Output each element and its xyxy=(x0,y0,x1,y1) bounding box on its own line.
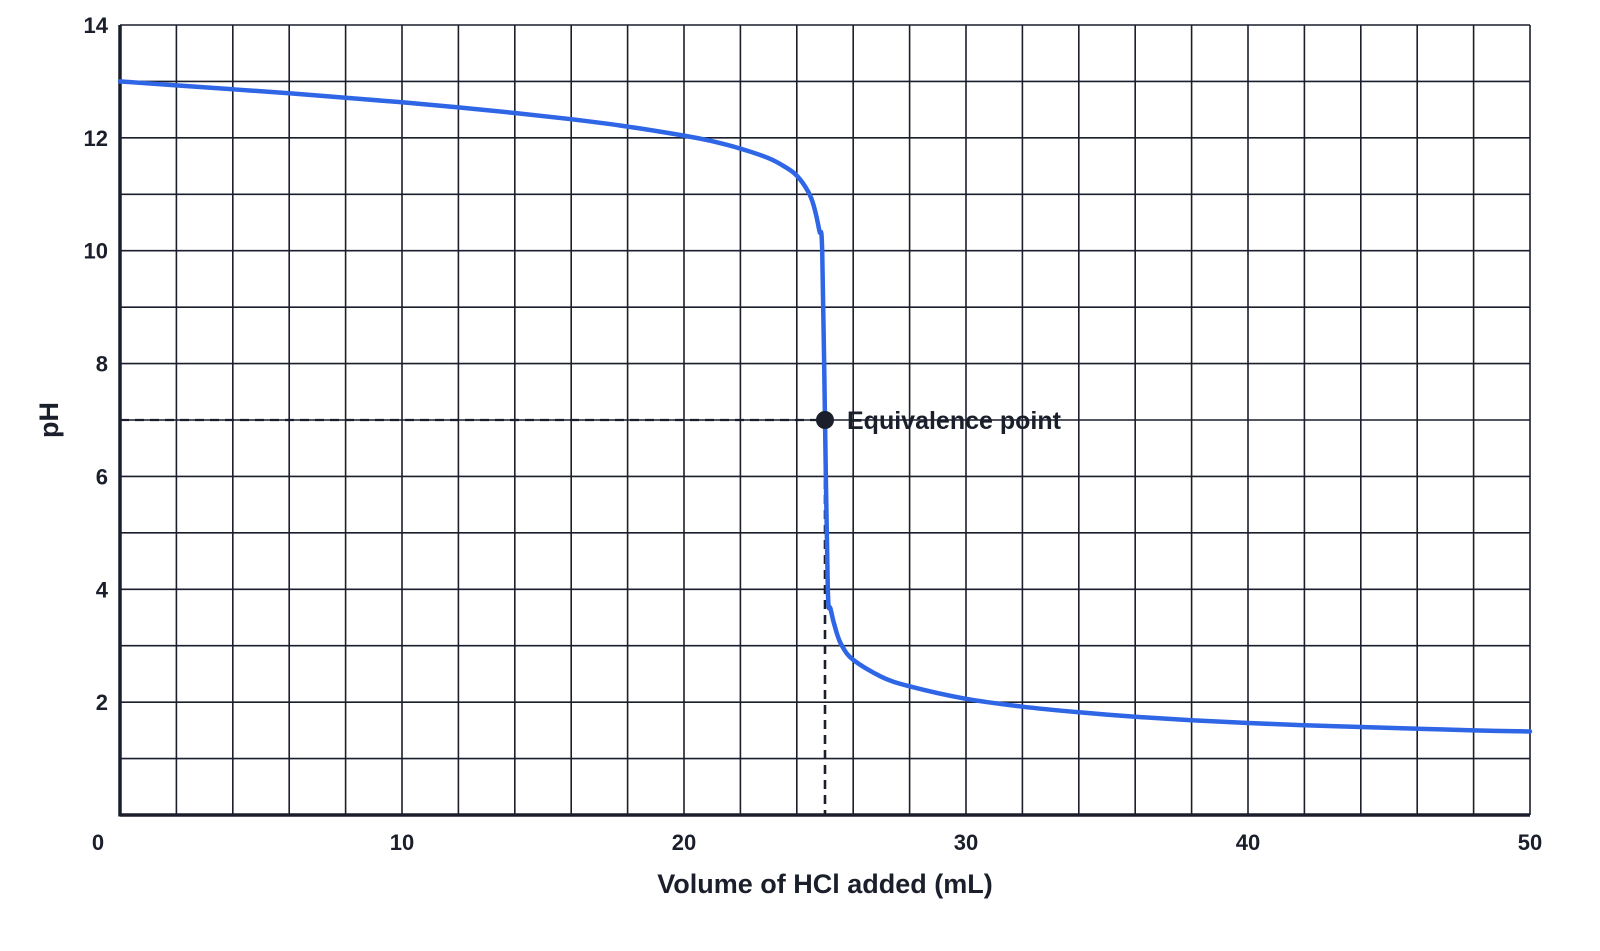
axes xyxy=(118,25,1530,817)
y-tick-label: 14 xyxy=(84,13,109,38)
y-tick-label: 12 xyxy=(84,126,108,151)
equivalence-guides xyxy=(120,418,827,815)
tick-labels: 0 10 20 30 40 50 2 4 6 8 10 12 14 xyxy=(84,13,1543,855)
y-tick-label: 8 xyxy=(96,352,108,377)
series-group xyxy=(117,79,1533,734)
x-axis-label: Volume of HCl added (mL) xyxy=(657,869,993,899)
equivalence-point-marker xyxy=(816,411,834,429)
x-tick-label: 40 xyxy=(1236,830,1260,855)
annotation-group: Equivalence point xyxy=(816,407,1062,435)
y-tick-label: 4 xyxy=(96,577,109,602)
y-tick-label: 6 xyxy=(96,464,108,489)
y-tick-label: 2 xyxy=(96,690,108,715)
x-tick-label: 30 xyxy=(954,830,978,855)
x-tick-label: 50 xyxy=(1518,830,1542,855)
series-line xyxy=(117,79,1533,734)
equivalence-point-label: Equivalence point xyxy=(847,407,1062,435)
y-tick-label: 10 xyxy=(84,239,108,264)
y-axis-label: pH xyxy=(34,402,64,438)
x-tick-label: 20 xyxy=(672,830,696,855)
x-tick-label: 0 xyxy=(92,830,104,855)
x-tick-label: 10 xyxy=(390,830,414,855)
